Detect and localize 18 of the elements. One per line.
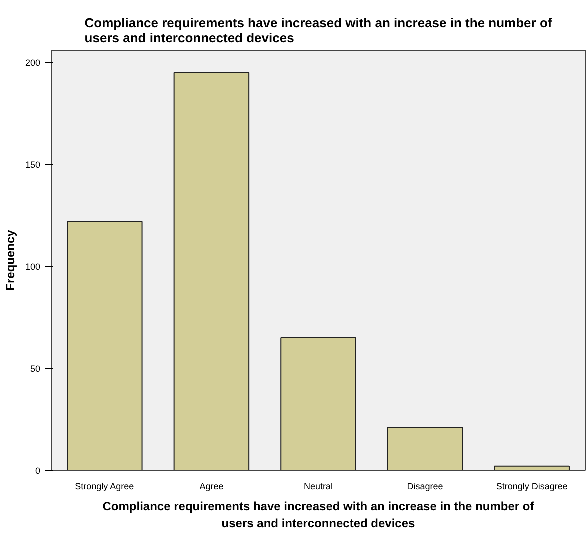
y-tick-label: 150 [25,160,41,170]
bar [280,337,356,470]
y-tick-label: 200 [25,58,41,68]
bar [174,72,250,470]
x-tick-label: Disagree [407,482,444,492]
y-tick-label: 100 [25,262,41,272]
bar [494,466,570,470]
bar [67,221,143,470]
chart-title: Compliance requirements have increased with an increase in the number of users and interconnected devices [84,16,553,46]
x-tick-label: Neutral [304,482,334,492]
x-tick-label: Strongly Agree [75,482,134,492]
y-tick-label: 50 [30,364,41,374]
bar [387,427,464,470]
x-axis-title: Compliance requirements have increased with an increase in the number of users and interconnected devices [102,500,536,530]
x-tick-label: Strongly Disagree [496,482,568,492]
y-tick-label: 0 [35,466,41,476]
x-tick-label: Agree [200,482,224,492]
y-axis-title: Frequency [3,230,18,291]
